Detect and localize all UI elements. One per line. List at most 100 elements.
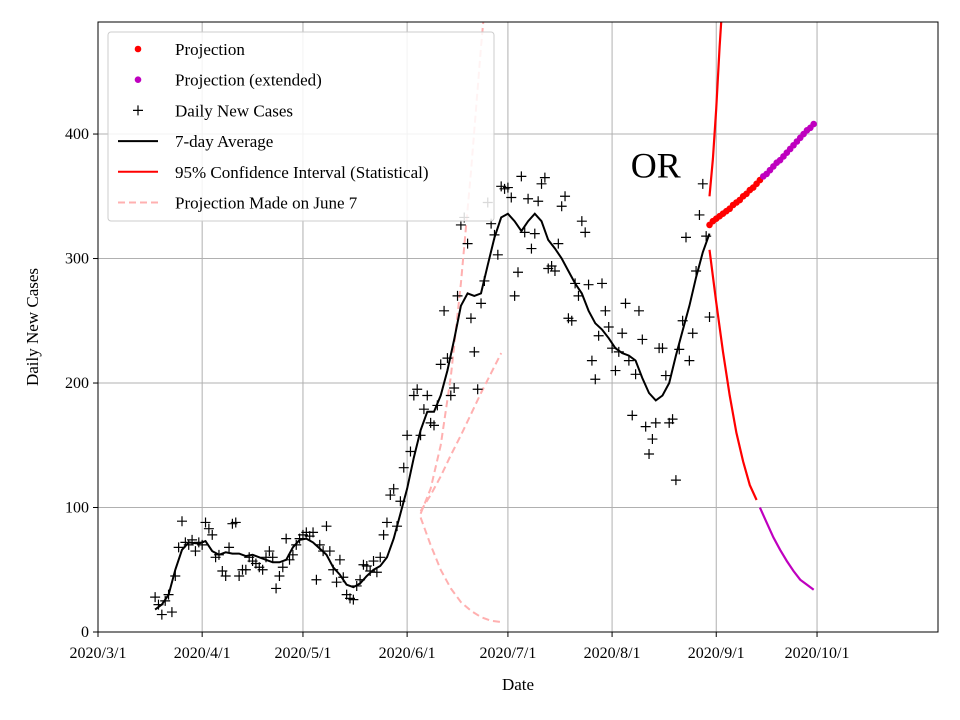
daily-case-point: [603, 322, 614, 332]
x-tick-label: 2020/5/1: [275, 645, 332, 662]
ci-lower-line: [708, 249, 758, 501]
daily-case-point: [536, 178, 547, 189]
daily-case-point: [177, 516, 187, 527]
daily-case-point: [553, 238, 564, 249]
daily-case-point: [630, 369, 641, 380]
daily-case-point: [368, 556, 379, 567]
daily-case-point: [422, 390, 433, 401]
daily-case-point: [166, 607, 177, 618]
daily-case-point: [610, 365, 621, 376]
daily-case-point: [637, 334, 648, 345]
state-annotation: OR: [631, 146, 681, 186]
daily-case-point: [321, 521, 332, 532]
ci-upper-line: [708, 22, 723, 197]
daily-case-point: [220, 570, 231, 581]
daily-case-point: [445, 390, 456, 401]
legend-marker-plus: [133, 105, 143, 116]
y-tick-label: 400: [65, 126, 89, 143]
daily-case-point: [281, 533, 292, 544]
daily-case-point: [405, 446, 416, 457]
daily-case-point: [566, 315, 577, 326]
daily-case-point: [348, 594, 359, 605]
daily-case-point: [556, 201, 567, 212]
daily-case-point: [472, 384, 483, 395]
daily-case-point: [523, 193, 534, 204]
ci-lower-extended-line: [758, 507, 815, 591]
daily-case-point: [429, 420, 439, 431]
daily-case-point: [435, 359, 446, 370]
daily-case-point: [308, 527, 319, 538]
daily-case-point: [667, 414, 678, 425]
daily-case-point: [681, 232, 691, 243]
daily-case-point: [324, 546, 335, 557]
daily-case-point: [150, 592, 161, 603]
daily-case-point: [267, 552, 278, 563]
daily-case-point: [412, 384, 423, 395]
y-tick-label: 0: [81, 624, 89, 641]
daily-case-point: [264, 546, 275, 557]
legend-item: Projection Made on June 7: [118, 194, 358, 213]
june7-projection-middle: [419, 352, 503, 512]
daily-case-point: [203, 523, 214, 534]
y-axis: 0 100 200 300 400: [65, 126, 98, 641]
daily-case-point: [633, 305, 644, 316]
daily-case-point: [513, 267, 523, 278]
legend-marker-dot: [134, 45, 142, 53]
daily-case-point: [455, 219, 466, 230]
daily-case-point: [402, 430, 413, 441]
daily-case-point: [465, 313, 476, 324]
x-axis: 2020/3/1 2020/4/1 2020/5/1 2020/6/1 2020/7/1…: [70, 632, 849, 662]
daily-case-point: [697, 178, 708, 189]
y-axis-title: Daily New Cases: [23, 268, 42, 386]
daily-case-point: [593, 330, 604, 341]
daily-case-point: [476, 298, 487, 309]
daily-case-point: [590, 374, 601, 385]
daily-case-point: [234, 570, 245, 581]
daily-case-point: [452, 290, 463, 301]
daily-case-point: [418, 404, 429, 415]
legend-item: Daily New Cases: [133, 101, 293, 120]
legend-label: Projection: [175, 40, 245, 59]
daily-case-point: [230, 517, 241, 528]
daily-case-point: [274, 570, 285, 581]
x-axis-title: Date: [502, 675, 534, 694]
legend-marker-dot: [134, 76, 142, 83]
legend-box: [107, 31, 495, 222]
daily-case-point: [694, 209, 705, 220]
daily-case-point: [526, 243, 537, 254]
x-tick-label: 2020/7/1: [479, 645, 536, 662]
daily-case-point: [670, 475, 681, 486]
legend-label: 7-day Average: [175, 132, 273, 151]
daily-case-point: [156, 609, 167, 620]
daily-case-point: [600, 305, 611, 316]
june7-projection-lower: [419, 517, 502, 623]
daily-case-point: [617, 328, 628, 339]
daily-case-point: [533, 196, 544, 207]
daily-case-point: [240, 564, 251, 575]
daily-case-point: [257, 564, 268, 575]
daily-case-point: [506, 192, 517, 203]
daily-case-point: [650, 417, 661, 428]
plot-frame: [97, 21, 939, 633]
daily-case-point: [580, 227, 591, 238]
legend-item: 7-day Average: [118, 132, 273, 151]
daily-case-point: [640, 421, 651, 432]
legend-item: 95% Confidence Interval (Statistical): [118, 163, 429, 182]
daily-case-point: [277, 562, 288, 573]
daily-case-point: [660, 370, 671, 381]
daily-case-point: [207, 529, 218, 540]
seven-day-average-line: [154, 212, 711, 611]
daily-case-point: [583, 279, 594, 290]
daily-case-point: [623, 355, 634, 366]
daily-case-point: [620, 298, 631, 309]
x-tick-label: 2020/8/1: [584, 645, 641, 662]
x-tick-label: 2020/4/1: [174, 645, 231, 662]
daily-case-point: [684, 355, 695, 366]
y-tick-label: 300: [65, 251, 89, 268]
x-tick-label: 2020/9/1: [688, 645, 745, 662]
legend-label: Daily New Cases: [175, 101, 293, 120]
daily-case-point: [586, 355, 597, 366]
x-tick-label: 2020/6/1: [379, 645, 436, 662]
daily-case-point: [644, 448, 655, 459]
x-tick-label: 2020/3/1: [70, 645, 127, 662]
